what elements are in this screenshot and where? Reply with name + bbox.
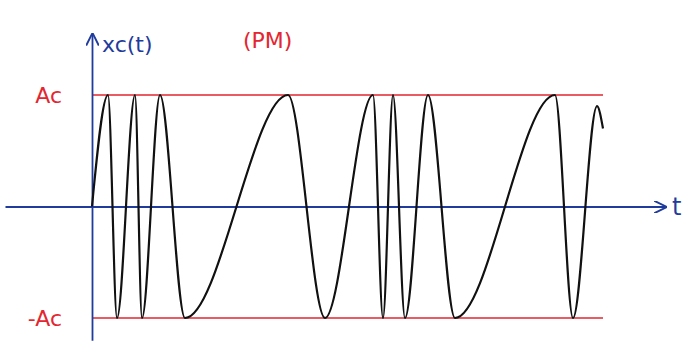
- plot-area: [92, 95, 603, 318]
- y-tick-label: Ac: [35, 83, 62, 108]
- y-tick-label: -Ac: [28, 306, 62, 331]
- chart: Ac -Ac xc(t) (PM) t: [0, 0, 693, 346]
- title: (PM): [243, 28, 292, 53]
- grid-line: [92, 317, 603, 319]
- y-axis-title: xc(t): [102, 32, 153, 57]
- y-tick: -Ac: [28, 306, 92, 331]
- y-axis: Ac -Ac: [28, 34, 93, 341]
- grid-line: [92, 94, 603, 96]
- x-axis-title: t: [672, 193, 681, 221]
- y-tick: Ac: [35, 83, 92, 108]
- x-axis: [6, 207, 666, 208]
- x-axis-line: [6, 206, 666, 208]
- waveform: [92, 95, 603, 318]
